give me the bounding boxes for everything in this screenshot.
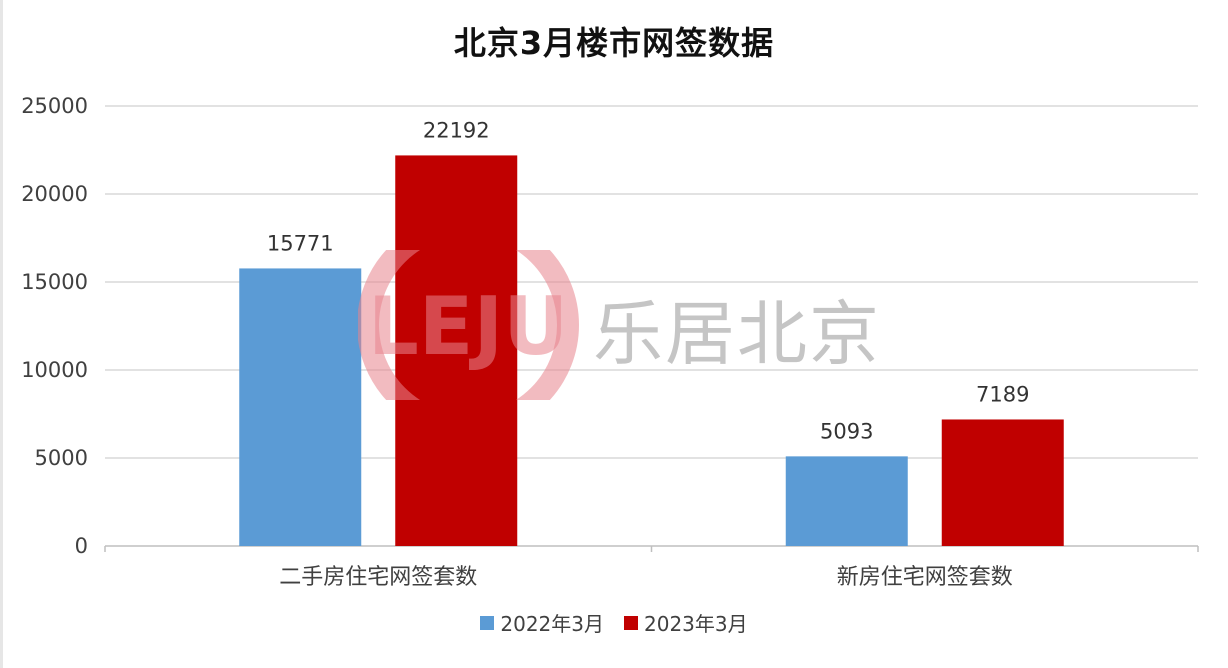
legend: 2022年3月 2023年3月 [0, 608, 1228, 637]
y-tick-label-0: 0 [75, 534, 88, 558]
legend-swatch-2022 [480, 615, 495, 630]
bar-0-1 [395, 155, 518, 546]
bar-0-0 [239, 268, 362, 546]
bar-1-0 [785, 456, 908, 546]
data-label-1-1: 7189 [976, 382, 1029, 406]
labels-layer: 0 5000 10000 15000 20000 25000 15771 22192 二手房住宅… [21, 94, 1029, 590]
left-edge-strip [0, 0, 3, 668]
legend-item-2023: 2023年3月 [624, 608, 748, 637]
category-label-1: 新房住宅网签套数 [837, 565, 1013, 590]
y-tick-label-20000: 20000 [21, 182, 88, 206]
bars-layer [239, 155, 1064, 546]
legend-item-2022: 2022年3月 [480, 608, 604, 637]
bar-1-1 [941, 419, 1064, 546]
y-tick-label-25000: 25000 [21, 94, 88, 118]
category-label-0: 二手房住宅网签套数 [279, 565, 477, 590]
data-label-0-1: 22192 [423, 118, 490, 142]
legend-label-2022: 2022年3月 [500, 612, 604, 636]
y-tick-label-15000: 15000 [21, 270, 88, 294]
legend-label-2023: 2023年3月 [644, 612, 748, 636]
y-tick-label-10000: 10000 [21, 358, 88, 382]
data-label-1-0: 5093 [820, 419, 873, 443]
legend-swatch-2023 [624, 615, 638, 630]
data-label-0-0: 15771 [267, 231, 334, 255]
chart-title: 北京3月楼市网签数据 [453, 24, 775, 62]
y-tick-label-5000: 5000 [35, 446, 88, 470]
